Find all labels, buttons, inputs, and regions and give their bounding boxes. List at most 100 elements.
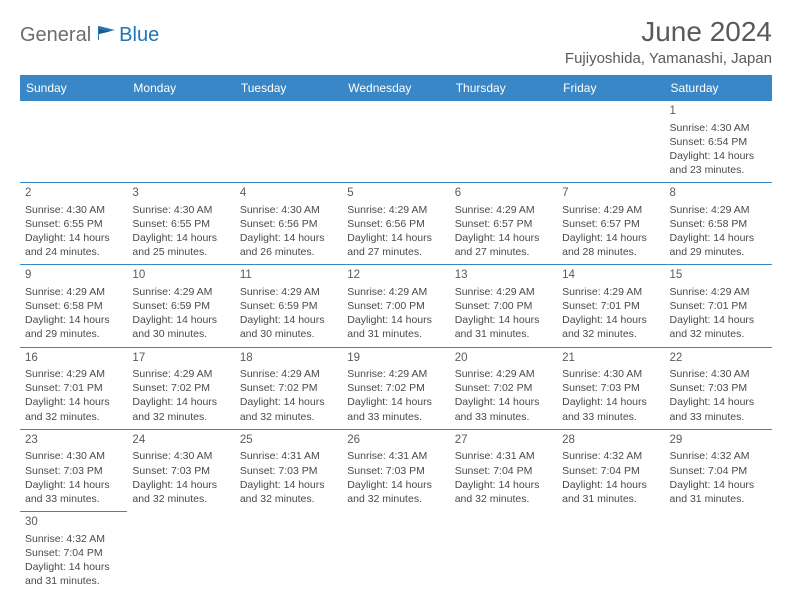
sunrise-line: Sunrise: 4:29 AM [240, 367, 337, 381]
daylight-line: Daylight: 14 hours and 32 minutes. [347, 478, 444, 506]
sunrise-line: Sunrise: 4:29 AM [132, 367, 229, 381]
day-number: 23 [25, 433, 122, 449]
sunrise-line: Sunrise: 4:29 AM [240, 285, 337, 299]
calendar-day: 6Sunrise: 4:29 AMSunset: 6:57 PMDaylight… [450, 183, 557, 265]
sunset-line: Sunset: 6:56 PM [347, 217, 444, 231]
calendar-empty [557, 101, 664, 183]
daylight-line: Daylight: 14 hours and 24 minutes. [25, 231, 122, 259]
title-block: June 2024 Fujiyoshida, Yamanashi, Japan [565, 16, 772, 67]
weekday-header: Sunday [20, 75, 127, 101]
sunset-line: Sunset: 6:59 PM [132, 299, 229, 313]
sunrise-line: Sunrise: 4:29 AM [455, 285, 552, 299]
sunset-line: Sunset: 7:02 PM [455, 381, 552, 395]
brand-logo: General Blue [20, 16, 159, 47]
sunrise-line: Sunrise: 4:31 AM [347, 449, 444, 463]
day-number: 7 [562, 186, 659, 202]
sunrise-line: Sunrise: 4:30 AM [670, 121, 767, 135]
daylight-line: Daylight: 14 hours and 28 minutes. [562, 231, 659, 259]
calendar-day: 30Sunrise: 4:32 AMSunset: 7:04 PMDayligh… [20, 512, 127, 594]
calendar-week: 23Sunrise: 4:30 AMSunset: 7:03 PMDayligh… [20, 429, 772, 511]
sunset-line: Sunset: 6:58 PM [670, 217, 767, 231]
sunset-line: Sunset: 6:57 PM [562, 217, 659, 231]
calendar-week: 1Sunrise: 4:30 AMSunset: 6:54 PMDaylight… [20, 101, 772, 183]
calendar-day: 4Sunrise: 4:30 AMSunset: 6:56 PMDaylight… [235, 183, 342, 265]
calendar-week: 30Sunrise: 4:32 AMSunset: 7:04 PMDayligh… [20, 512, 772, 594]
sunset-line: Sunset: 7:03 PM [347, 464, 444, 478]
daylight-line: Daylight: 14 hours and 27 minutes. [347, 231, 444, 259]
daylight-line: Daylight: 14 hours and 32 minutes. [25, 395, 122, 423]
sunrise-line: Sunrise: 4:30 AM [132, 449, 229, 463]
calendar-day: 3Sunrise: 4:30 AMSunset: 6:55 PMDaylight… [127, 183, 234, 265]
day-number: 28 [562, 433, 659, 449]
day-number: 11 [240, 268, 337, 284]
daylight-line: Daylight: 14 hours and 33 minutes. [562, 395, 659, 423]
sunset-line: Sunset: 7:04 PM [25, 546, 122, 560]
calendar-empty [235, 101, 342, 183]
brand-part1: General [20, 24, 91, 47]
sunrise-line: Sunrise: 4:30 AM [240, 203, 337, 217]
sunset-line: Sunset: 6:57 PM [455, 217, 552, 231]
daylight-line: Daylight: 14 hours and 32 minutes. [455, 478, 552, 506]
day-number: 19 [347, 351, 444, 367]
sunset-line: Sunset: 7:04 PM [455, 464, 552, 478]
location: Fujiyoshida, Yamanashi, Japan [565, 50, 772, 67]
calendar-day: 23Sunrise: 4:30 AMSunset: 7:03 PMDayligh… [20, 429, 127, 511]
calendar-empty [557, 512, 664, 594]
calendar-day: 20Sunrise: 4:29 AMSunset: 7:02 PMDayligh… [450, 347, 557, 429]
day-number: 15 [670, 268, 767, 284]
sunrise-line: Sunrise: 4:30 AM [562, 367, 659, 381]
calendar-empty [665, 512, 772, 594]
sunset-line: Sunset: 7:01 PM [670, 299, 767, 313]
calendar-day: 28Sunrise: 4:32 AMSunset: 7:04 PMDayligh… [557, 429, 664, 511]
daylight-line: Daylight: 14 hours and 32 minutes. [240, 395, 337, 423]
calendar-day: 5Sunrise: 4:29 AMSunset: 6:56 PMDaylight… [342, 183, 449, 265]
daylight-line: Daylight: 14 hours and 32 minutes. [240, 478, 337, 506]
daylight-line: Daylight: 14 hours and 31 minutes. [562, 478, 659, 506]
daylight-line: Daylight: 14 hours and 32 minutes. [562, 313, 659, 341]
calendar-day: 9Sunrise: 4:29 AMSunset: 6:58 PMDaylight… [20, 265, 127, 347]
daylight-line: Daylight: 14 hours and 33 minutes. [25, 478, 122, 506]
daylight-line: Daylight: 14 hours and 32 minutes. [132, 395, 229, 423]
daylight-line: Daylight: 14 hours and 31 minutes. [670, 478, 767, 506]
sunrise-line: Sunrise: 4:29 AM [132, 285, 229, 299]
sunrise-line: Sunrise: 4:30 AM [25, 449, 122, 463]
daylight-line: Daylight: 14 hours and 27 minutes. [455, 231, 552, 259]
sunrise-line: Sunrise: 4:32 AM [670, 449, 767, 463]
day-number: 24 [132, 433, 229, 449]
day-number: 10 [132, 268, 229, 284]
day-number: 17 [132, 351, 229, 367]
day-number: 6 [455, 186, 552, 202]
day-number: 12 [347, 268, 444, 284]
sunset-line: Sunset: 6:58 PM [25, 299, 122, 313]
day-number: 21 [562, 351, 659, 367]
calendar-empty [342, 101, 449, 183]
sunset-line: Sunset: 7:03 PM [562, 381, 659, 395]
sunset-line: Sunset: 7:02 PM [132, 381, 229, 395]
sunrise-line: Sunrise: 4:30 AM [132, 203, 229, 217]
sunset-line: Sunset: 6:54 PM [670, 135, 767, 149]
sunrise-line: Sunrise: 4:29 AM [455, 367, 552, 381]
sunset-line: Sunset: 7:03 PM [25, 464, 122, 478]
day-number: 4 [240, 186, 337, 202]
calendar-week: 16Sunrise: 4:29 AMSunset: 7:01 PMDayligh… [20, 347, 772, 429]
sunset-line: Sunset: 7:02 PM [240, 381, 337, 395]
calendar-day: 24Sunrise: 4:30 AMSunset: 7:03 PMDayligh… [127, 429, 234, 511]
calendar-day: 11Sunrise: 4:29 AMSunset: 6:59 PMDayligh… [235, 265, 342, 347]
flag-icon [97, 24, 119, 47]
daylight-line: Daylight: 14 hours and 23 minutes. [670, 149, 767, 177]
calendar-day: 2Sunrise: 4:30 AMSunset: 6:55 PMDaylight… [20, 183, 127, 265]
day-number: 27 [455, 433, 552, 449]
calendar-day: 16Sunrise: 4:29 AMSunset: 7:01 PMDayligh… [20, 347, 127, 429]
calendar-day: 8Sunrise: 4:29 AMSunset: 6:58 PMDaylight… [665, 183, 772, 265]
day-number: 20 [455, 351, 552, 367]
calendar-week: 2Sunrise: 4:30 AMSunset: 6:55 PMDaylight… [20, 183, 772, 265]
weekday-header: Wednesday [342, 75, 449, 101]
brand-part2: Blue [119, 24, 159, 47]
sunset-line: Sunset: 7:02 PM [347, 381, 444, 395]
sunset-line: Sunset: 7:03 PM [132, 464, 229, 478]
day-number: 30 [25, 515, 122, 531]
daylight-line: Daylight: 14 hours and 31 minutes. [25, 560, 122, 588]
calendar-day: 15Sunrise: 4:29 AMSunset: 7:01 PMDayligh… [665, 265, 772, 347]
weekday-header: Monday [127, 75, 234, 101]
sunrise-line: Sunrise: 4:29 AM [347, 285, 444, 299]
